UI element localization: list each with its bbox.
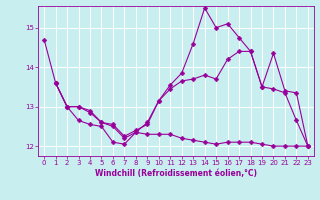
X-axis label: Windchill (Refroidissement éolien,°C): Windchill (Refroidissement éolien,°C): [95, 169, 257, 178]
